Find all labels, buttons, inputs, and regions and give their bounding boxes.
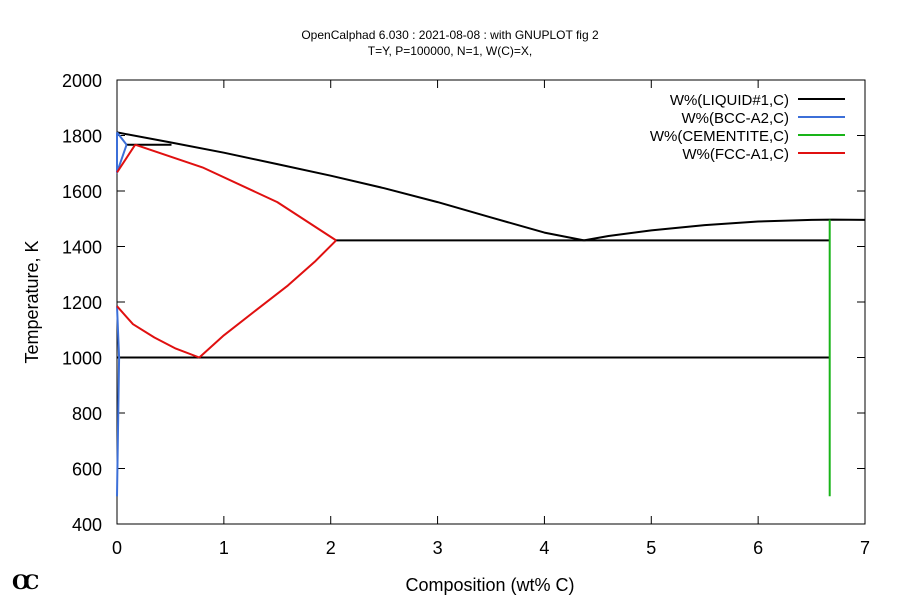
x-tick-label: 2: [326, 538, 336, 558]
series-line-w-fcc-a1-c: [134, 143, 337, 242]
chart-subtitle: T=Y, P=100000, N=1, W(C)=X,: [367, 44, 533, 58]
x-tick-label: 3: [433, 538, 443, 558]
y-tick-label: 1600: [62, 182, 102, 202]
y-axis-label: Temperature, K: [22, 240, 42, 363]
series-line-w-liquid-1-c: [116, 131, 585, 242]
y-tick-label: 1800: [62, 127, 102, 147]
x-tick-label: 5: [646, 538, 656, 558]
y-tick-label: 600: [72, 460, 102, 480]
x-tick-label: 6: [753, 538, 763, 558]
legend-label: W%(BCC-A2,C): [682, 110, 790, 127]
x-tick-label: 7: [860, 538, 870, 558]
x-tick-label: 1: [219, 538, 229, 558]
series-line-w-bcc-a2-c: [116, 306, 121, 497]
y-tick-label: 1400: [62, 238, 102, 258]
chart-title: OpenCalphad 6.030 : 2021-08-08 : with GN…: [301, 28, 599, 42]
y-tick-label: 1000: [62, 349, 102, 369]
series-line-w-fcc-a1-c: [116, 144, 137, 173]
series-line-w-fcc-a1-c: [198, 239, 337, 359]
legend-label: W%(CEMENTITE,C): [650, 128, 789, 145]
series-line-w-bcc-a2-c: [116, 131, 128, 146]
y-tick-label: 400: [72, 515, 102, 535]
x-tick-label: 4: [539, 538, 549, 558]
series-line-w-fcc-a1-c: [116, 305, 200, 359]
y-tick-label: 800: [72, 404, 102, 424]
x-axis-label: Composition (wt% C): [405, 575, 574, 595]
series-line-w-liquid-1-c: [583, 218, 866, 242]
legend-label: W%(FCC-A1,C): [682, 146, 789, 163]
y-tick-label: 1200: [62, 293, 102, 313]
y-tick-label: 2000: [62, 71, 102, 91]
opencalphad-logo: OC: [12, 570, 39, 594]
x-tick-label: 0: [112, 538, 122, 558]
legend-label: W%(LIQUID#1,C): [670, 92, 789, 109]
